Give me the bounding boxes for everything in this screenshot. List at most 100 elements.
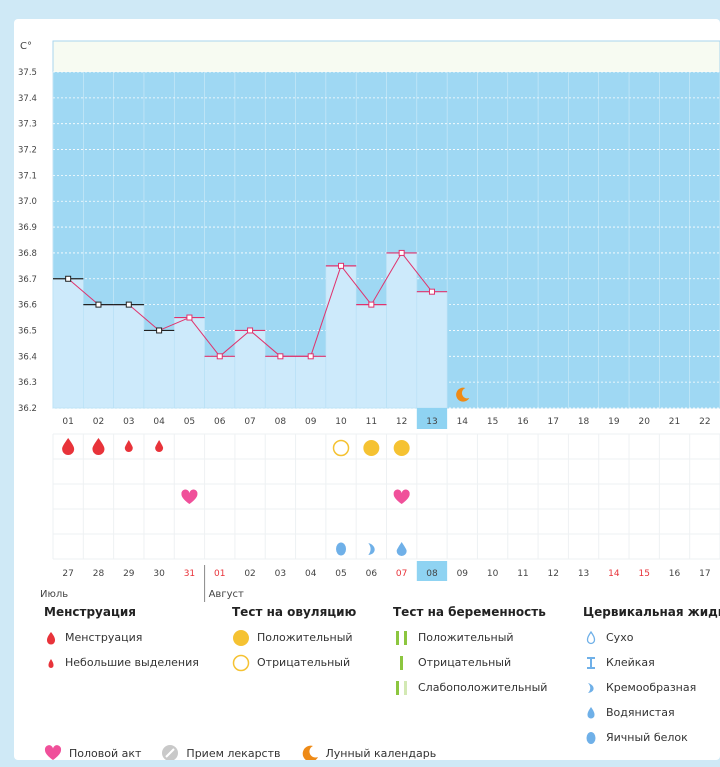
legend-cervical: Цервикальная жидкость Сухо Клейкая Кремо… <box>583 605 720 750</box>
legend-menstruation-title: Менструация <box>44 605 136 619</box>
y-tick-label: 36.8 <box>18 249 37 259</box>
temperature-line-segment <box>370 252 403 305</box>
temperature-line-segment <box>310 265 342 357</box>
legend-label: Кремообразная <box>606 681 697 694</box>
temperature-bar <box>234 330 266 409</box>
date-label: 08 <box>426 569 438 579</box>
drop-outline-icon <box>586 630 596 644</box>
cycle-day-label: 03 <box>123 417 134 427</box>
legend-label: Небольшие выделения <box>65 656 199 669</box>
date-label: 30 <box>153 569 165 579</box>
date-label: 10 <box>487 569 499 579</box>
legend-label: Слабоположительный <box>418 681 548 694</box>
y-tick-label: 37.0 <box>18 197 37 207</box>
legend-item-medication: Прием лекарств <box>161 744 281 760</box>
pill-icon <box>162 745 179 760</box>
date-label: 13 <box>578 569 589 579</box>
y-tick-label: 36.6 <box>18 301 37 311</box>
cycle-day-label: 20 <box>638 417 650 427</box>
menstruation-drop-icon <box>62 438 75 456</box>
cycle-day-label: 17 <box>548 417 559 427</box>
date-label: 11 <box>517 569 528 579</box>
temperature-bar <box>295 356 327 409</box>
temperature-bar <box>83 304 114 409</box>
circle-outline-icon <box>232 654 250 671</box>
legend-item-egg-white: Яичный белок <box>583 725 720 750</box>
cycle-day-label: 04 <box>153 417 165 427</box>
temperature-line-segment <box>158 317 190 331</box>
cycle-day-label: 05 <box>184 417 195 427</box>
watery-drop-icon <box>396 542 407 556</box>
legend-ovulation-title: Тест на овуляцию <box>232 605 357 619</box>
legend-label: Отрицательный <box>418 656 512 669</box>
water-drop-icon <box>587 706 595 718</box>
legend-label: Сухо <box>606 631 634 644</box>
legend-pregnancy: Тест на беременность Положительный Отриц… <box>393 605 547 700</box>
legend-menstruation: Менструация Менструация Небольшие выделе… <box>44 605 199 675</box>
date-label: 04 <box>305 569 317 579</box>
small-drop-icon <box>48 658 54 668</box>
cycle-day-label: 09 <box>305 417 317 427</box>
cycle-day-label: 06 <box>214 417 226 427</box>
heart-icon <box>393 489 410 504</box>
faint-bars-icon <box>396 680 407 695</box>
y-tick-label: 36.4 <box>18 352 37 362</box>
egg-white-icon <box>336 542 347 556</box>
spotting-drop-icon <box>124 440 133 452</box>
temperature-line-segment <box>219 330 251 357</box>
legend-label: Клейкая <box>606 656 655 669</box>
cycle-day-label: 18 <box>578 417 590 427</box>
temperature-point <box>125 301 132 308</box>
cycle-day-label: 01 <box>62 417 73 427</box>
spotting-drop-icon <box>155 440 164 452</box>
legend-cervical-title: Цервикальная жидкость <box>583 605 720 619</box>
today-highlight <box>416 408 448 429</box>
date-label: 16 <box>669 569 681 579</box>
y-tick-label: 37.2 <box>18 146 37 156</box>
temperature-line-segment <box>128 304 160 331</box>
heart-icon <box>181 489 198 504</box>
temperature-point <box>95 301 102 308</box>
date-label: 14 <box>608 569 620 579</box>
temperature-point <box>65 275 72 282</box>
cycle-day-label: 21 <box>669 417 680 427</box>
y-tick-label: 36.5 <box>18 326 37 336</box>
legend-label: Лунный календарь <box>325 746 437 760</box>
cycle-day-label: 07 <box>244 417 255 427</box>
legend-ovulation: Тест на овуляцию Положительный Отрицател… <box>232 605 356 675</box>
chart-card: 37.5 37.4 37.3 37.2 37.1 37.0 36.9 36.8 36.7 36.6… <box>14 19 720 760</box>
temperature-line-segment <box>249 330 281 357</box>
y-tick-label: 37.1 <box>18 171 37 181</box>
cycle-day-label: 10 <box>335 417 347 427</box>
y-axis-label: C° <box>20 41 32 52</box>
legend-pregnancy-title: Тест на беременность <box>393 605 546 619</box>
egg-icon <box>586 731 596 744</box>
cycle-day-label: 15 <box>487 417 498 427</box>
temperature-point <box>156 327 163 334</box>
cycle-day-label: 11 <box>366 417 377 427</box>
temperature-point <box>368 301 375 308</box>
temperature-bar <box>52 278 84 409</box>
circle-filled-icon <box>233 629 249 646</box>
temperature-point <box>216 353 223 360</box>
temperature-line-segment <box>401 252 433 293</box>
date-label: 15 <box>638 569 649 579</box>
legend-item-dry: Сухо <box>583 625 720 650</box>
legend-label: Прием лекарств <box>186 746 281 760</box>
month-label: Июль <box>40 589 68 600</box>
two-bars-icon <box>396 630 407 645</box>
temperature-line-segment <box>189 317 221 357</box>
ovulation-negative-icon <box>332 439 350 457</box>
cycle-day-label: 14 <box>457 417 469 427</box>
ovulation-positive-icon <box>363 440 380 456</box>
legend-item-ovulation-positive: Положительный <box>232 625 356 650</box>
date-label: 31 <box>184 569 195 579</box>
month-label: Август <box>209 589 244 600</box>
creamy-icon <box>368 543 375 555</box>
temperature-bar <box>204 356 236 409</box>
date-label: 29 <box>123 569 135 579</box>
legend-label: Водянистая <box>606 706 675 719</box>
cycle-day-label: 12 <box>396 417 407 427</box>
y-tick-label: 37.5 <box>18 68 37 78</box>
legend-item-moon: Лунный календарь <box>301 744 437 760</box>
